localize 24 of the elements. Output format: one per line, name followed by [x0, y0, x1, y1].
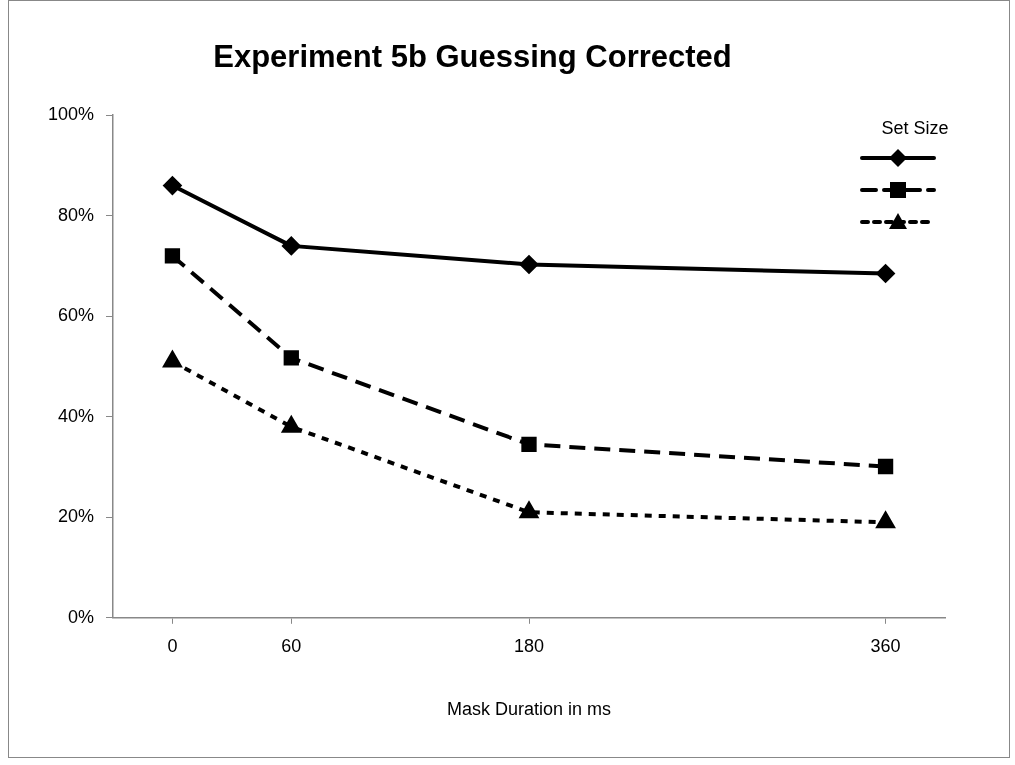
y-tick-label: 80%: [57, 204, 94, 225]
y-tick-label: 0%: [67, 606, 94, 627]
point: [521, 436, 537, 453]
point: [283, 350, 299, 366]
y-tick-label: 40%: [57, 405, 94, 426]
y-tick-label: 20%: [57, 506, 94, 527]
x-tick-label: 0: [167, 635, 178, 656]
point: [163, 176, 182, 195]
legend-title: Set Size: [880, 118, 950, 139]
point: [520, 502, 538, 519]
point: [876, 512, 895, 529]
x-axis-title: Mask Duration in ms: [446, 699, 612, 720]
x-tick-label: 180: [513, 635, 545, 656]
point: [520, 255, 538, 274]
y-tick-label: 100%: [47, 104, 94, 125]
point: [164, 248, 181, 264]
point: [163, 351, 182, 368]
x-tick-label: 60: [281, 635, 302, 656]
point: [877, 458, 894, 475]
point: [876, 264, 895, 283]
point: [282, 236, 301, 255]
x-tick-label: 360: [870, 635, 901, 656]
y-tick-label: 60%: [57, 305, 94, 326]
chart-title: Experiment 5b Guessing Corrected: [213, 39, 732, 75]
